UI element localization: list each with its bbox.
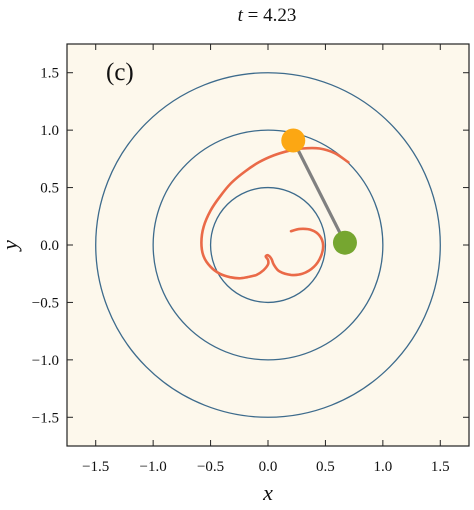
y-tick-label: −1.5 — [32, 410, 59, 426]
y-tick-label: 0.0 — [40, 238, 59, 254]
x-tick-label: 0.0 — [259, 459, 278, 475]
title-time-value: 4.23 — [263, 5, 296, 26]
guide-circle-2 — [152, 129, 384, 361]
y-axis-label: y — [0, 240, 22, 252]
x-tick-label: −0.5 — [197, 459, 224, 475]
title-variable: t — [238, 5, 244, 26]
rod-layer — [291, 139, 347, 244]
orange-mass — [281, 128, 306, 153]
trajectory-line — [200, 146, 350, 280]
x-tick-label: 0.5 — [316, 459, 335, 475]
y-tick-label: 1.5 — [40, 66, 59, 82]
panel-label: (c) — [106, 59, 134, 86]
masses-layer — [281, 128, 357, 255]
x-tick-label: 1.5 — [431, 459, 450, 475]
y-tick-label: −0.5 — [32, 295, 59, 311]
y-tick-label: −1.0 — [32, 353, 59, 369]
guide-circle-3 — [95, 72, 441, 418]
guide-circle-1 — [209, 186, 327, 304]
title-equals: = — [243, 5, 263, 26]
x-tick-label: −1.5 — [82, 459, 109, 475]
x-axis-label: x — [262, 480, 273, 505]
x-tick-label: −1.0 — [140, 459, 167, 475]
chart-title: t = 4.23 — [238, 5, 297, 26]
trajectory-layer — [200, 146, 350, 280]
plot-area — [67, 44, 469, 446]
y-tick-label: 0.5 — [40, 181, 59, 197]
pendulum-rod — [291, 139, 347, 244]
green-mass — [332, 230, 357, 255]
x-tick-label: 1.0 — [373, 459, 392, 475]
axis-ticks: −1.5 −1.0 −0.5 0.0 0.5 1.0 1.5 1.5 1.0 0.5 0.0 −0.5… — [32, 44, 469, 475]
y-tick-label: 1.0 — [40, 123, 59, 139]
guide-circles — [95, 72, 441, 418]
